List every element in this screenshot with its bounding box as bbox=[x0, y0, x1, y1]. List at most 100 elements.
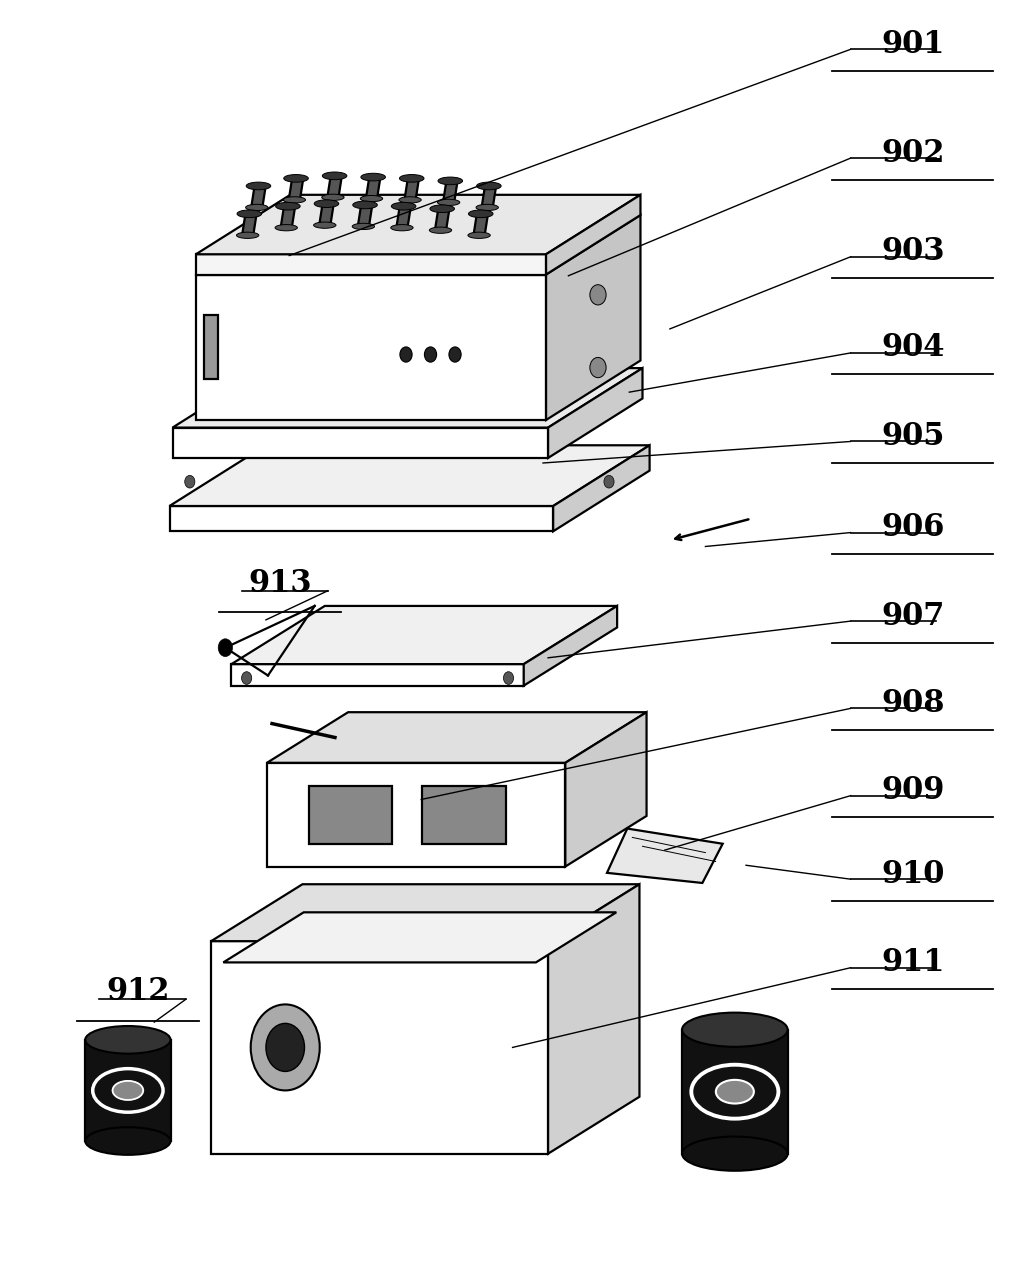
Ellipse shape bbox=[275, 225, 297, 230]
Ellipse shape bbox=[276, 202, 300, 210]
Ellipse shape bbox=[283, 197, 306, 202]
Ellipse shape bbox=[113, 1080, 143, 1101]
Polygon shape bbox=[173, 368, 642, 428]
Polygon shape bbox=[196, 215, 640, 275]
Polygon shape bbox=[473, 214, 488, 235]
Polygon shape bbox=[548, 884, 639, 1154]
Polygon shape bbox=[548, 368, 642, 458]
Polygon shape bbox=[196, 195, 640, 254]
Polygon shape bbox=[434, 209, 450, 230]
Polygon shape bbox=[481, 186, 496, 207]
Ellipse shape bbox=[323, 172, 347, 180]
Polygon shape bbox=[309, 786, 392, 844]
Polygon shape bbox=[85, 1040, 171, 1141]
Ellipse shape bbox=[468, 233, 490, 238]
Polygon shape bbox=[607, 829, 723, 883]
Ellipse shape bbox=[361, 173, 386, 181]
Polygon shape bbox=[267, 763, 565, 867]
Ellipse shape bbox=[477, 182, 501, 190]
Ellipse shape bbox=[236, 233, 259, 238]
Ellipse shape bbox=[315, 200, 339, 207]
Polygon shape bbox=[404, 178, 419, 200]
Polygon shape bbox=[196, 275, 546, 420]
Polygon shape bbox=[524, 606, 617, 686]
Polygon shape bbox=[443, 181, 458, 202]
Circle shape bbox=[251, 1004, 320, 1090]
Ellipse shape bbox=[238, 210, 262, 218]
Polygon shape bbox=[170, 506, 553, 531]
Polygon shape bbox=[682, 1030, 788, 1154]
Polygon shape bbox=[252, 186, 266, 207]
Text: 903: 903 bbox=[882, 237, 945, 267]
Text: 910: 910 bbox=[882, 859, 945, 889]
Ellipse shape bbox=[85, 1026, 171, 1054]
Text: 909: 909 bbox=[882, 775, 945, 806]
Ellipse shape bbox=[284, 175, 309, 182]
Polygon shape bbox=[396, 206, 411, 228]
Ellipse shape bbox=[353, 201, 378, 209]
Polygon shape bbox=[231, 606, 617, 664]
Ellipse shape bbox=[437, 200, 460, 205]
Text: 911: 911 bbox=[882, 947, 945, 978]
Text: 908: 908 bbox=[882, 688, 945, 719]
Polygon shape bbox=[204, 315, 218, 380]
Ellipse shape bbox=[360, 196, 383, 201]
Polygon shape bbox=[280, 206, 295, 228]
Circle shape bbox=[503, 672, 514, 684]
Polygon shape bbox=[242, 214, 257, 235]
Circle shape bbox=[218, 639, 232, 657]
Ellipse shape bbox=[392, 202, 416, 210]
Polygon shape bbox=[365, 177, 381, 199]
Circle shape bbox=[266, 1023, 304, 1071]
Polygon shape bbox=[231, 664, 524, 686]
Circle shape bbox=[449, 347, 461, 362]
Ellipse shape bbox=[246, 205, 268, 210]
Circle shape bbox=[185, 476, 195, 488]
Circle shape bbox=[590, 358, 606, 378]
Polygon shape bbox=[546, 195, 640, 275]
Polygon shape bbox=[357, 205, 373, 226]
Circle shape bbox=[590, 285, 606, 305]
Circle shape bbox=[424, 347, 436, 362]
Text: 901: 901 bbox=[882, 29, 945, 59]
Ellipse shape bbox=[469, 210, 493, 218]
Text: 906: 906 bbox=[882, 512, 945, 543]
Text: 913: 913 bbox=[249, 568, 312, 598]
Circle shape bbox=[604, 476, 614, 488]
Ellipse shape bbox=[716, 1080, 754, 1103]
Text: 904: 904 bbox=[882, 333, 945, 363]
Text: 912: 912 bbox=[107, 977, 170, 1007]
Ellipse shape bbox=[247, 182, 271, 190]
Polygon shape bbox=[319, 204, 334, 225]
Ellipse shape bbox=[352, 224, 375, 229]
Ellipse shape bbox=[682, 1136, 788, 1171]
Ellipse shape bbox=[85, 1127, 171, 1155]
Polygon shape bbox=[170, 445, 650, 506]
Polygon shape bbox=[327, 176, 342, 197]
Polygon shape bbox=[422, 786, 505, 844]
Ellipse shape bbox=[391, 225, 413, 230]
Ellipse shape bbox=[400, 175, 424, 182]
Ellipse shape bbox=[314, 223, 336, 228]
Text: 902: 902 bbox=[882, 138, 945, 168]
Polygon shape bbox=[267, 712, 647, 763]
Ellipse shape bbox=[322, 195, 344, 200]
Ellipse shape bbox=[429, 228, 452, 233]
Polygon shape bbox=[211, 941, 548, 1154]
Ellipse shape bbox=[682, 1012, 788, 1047]
Polygon shape bbox=[546, 215, 640, 420]
Polygon shape bbox=[196, 254, 546, 275]
Ellipse shape bbox=[430, 205, 455, 213]
Polygon shape bbox=[288, 178, 303, 200]
Circle shape bbox=[242, 672, 252, 684]
Polygon shape bbox=[553, 445, 650, 531]
Ellipse shape bbox=[399, 197, 421, 202]
Text: 907: 907 bbox=[882, 601, 945, 631]
Ellipse shape bbox=[476, 205, 498, 210]
Polygon shape bbox=[211, 884, 639, 941]
Polygon shape bbox=[565, 712, 647, 867]
Polygon shape bbox=[173, 428, 548, 458]
Circle shape bbox=[400, 347, 412, 362]
Ellipse shape bbox=[438, 177, 463, 185]
Polygon shape bbox=[223, 912, 616, 963]
